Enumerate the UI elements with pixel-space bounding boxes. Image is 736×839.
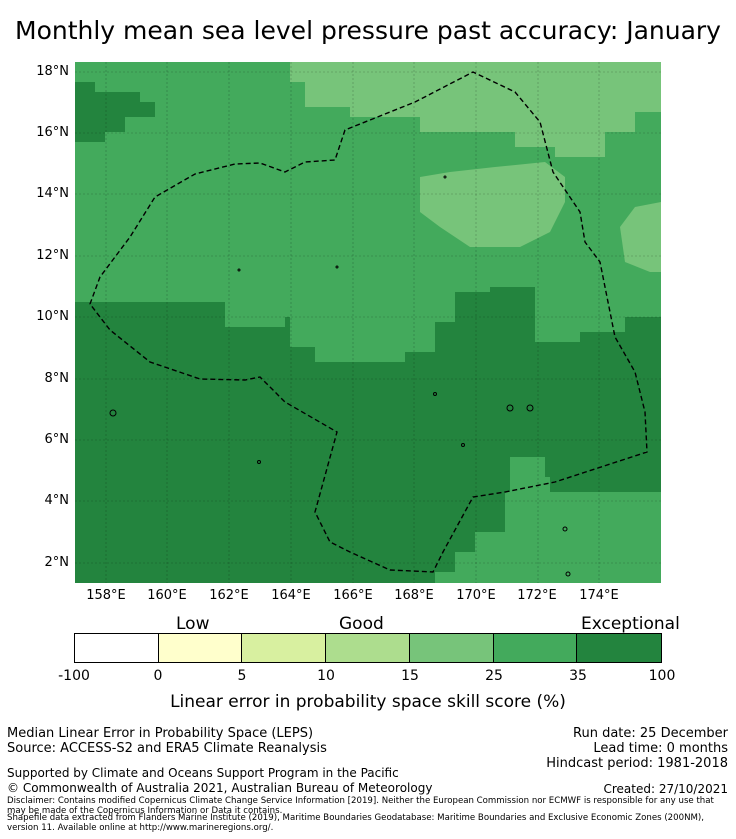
colorbar-tick-label: 35 [569,668,587,684]
colorbar-segment [158,634,243,662]
skill-map [75,62,661,583]
grid-lines [75,62,661,583]
lat-label-4: 4°N [44,493,70,508]
colorbar-heading-low: Low [176,614,210,634]
eez-boundary [89,71,648,573]
colorbar-segment [326,634,410,662]
colorbar-heading-exceptional: Exceptional [581,614,680,634]
method-text: Median Linear Error in Probability Space… [7,726,314,741]
colorbar-segment [577,634,661,662]
island-outlines [109,175,571,577]
shapefile-credit: Shapefile data extracted from Flanders M… [7,813,704,833]
good-region-east [620,202,661,272]
lon-label-164: 164°E [271,588,311,603]
lat-label-8: 8°N [44,371,70,386]
lat-label-12: 12°N [36,248,69,263]
lon-label-158: 158°E [86,588,126,603]
copyright-text: © Commonwealth of Australia 2021, Austra… [7,781,433,795]
lon-label-170: 170°E [456,588,496,603]
colorbar [74,633,662,663]
colorbar-tick-label: 100 [648,668,676,684]
colorbar-title: Linear error in probability space skill … [170,692,566,712]
colorbar-tick-label: 10 [317,668,335,684]
lat-label-2: 2°N [44,555,70,570]
lon-label-174: 174°E [579,588,619,603]
support-text: Supported by Climate and Oceans Support … [7,766,399,780]
colorbar-segment [242,634,327,662]
lon-label-160: 160°E [147,588,187,603]
created-date: Created: 27/10/2021 [603,782,728,796]
run-date: Run date: 25 December [573,726,728,741]
good-region-southeast [510,457,550,492]
colorbar-tick-label: 0 [153,668,163,684]
lon-label-162: 162°E [209,588,249,603]
chart-title: Monthly mean sea level pressure past acc… [15,16,721,45]
source-text: Source: ACCESS-S2 and ERA5 Climate Reana… [7,741,327,756]
colorbar-tick-label: -100 [58,668,90,684]
lon-label-168: 168°E [394,588,434,603]
exceptional-region-northwest [75,82,155,142]
lat-label-14: 14°N [36,186,69,201]
lat-label-6: 6°N [44,432,70,447]
colorbar-tick-label: 25 [485,668,503,684]
lead-time: Lead time: 0 months [593,741,728,756]
colorbar-segment [493,634,578,662]
colorbar-tick-label: 5 [237,668,247,684]
exceptional-region-south [75,287,661,583]
lon-label-166: 166°E [333,588,373,603]
lat-label-10: 10°N [36,309,69,324]
colorbar-segment [75,634,159,662]
colorbar-tick-label: 15 [401,668,419,684]
lat-label-16: 16°N [36,125,69,140]
good-region-middle [420,162,565,247]
hindcast-period: Hindcast period: 1981-2018 [546,756,728,771]
disclaimer-text: Disclaimer: Contains modified Copernicus… [7,796,714,816]
lon-label-172: 172°E [517,588,557,603]
colorbar-heading-good: Good [339,614,384,634]
good-region-north [290,62,661,157]
lat-label-18: 18°N [36,64,69,79]
colorbar-segment [409,634,494,662]
